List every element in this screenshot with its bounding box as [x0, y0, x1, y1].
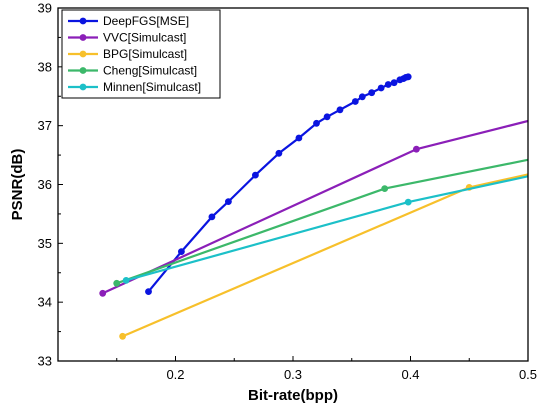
data-point [358, 93, 366, 101]
data-point [377, 84, 385, 92]
legend-label: BPG[Simulcast] [103, 47, 187, 61]
legend-label: VVC[Simulcast] [103, 31, 186, 45]
y-tick-label: 37 [38, 118, 52, 133]
y-tick-label: 39 [38, 1, 52, 16]
series-0 [145, 73, 412, 295]
data-point [390, 79, 398, 87]
legend-label: Cheng[Simulcast] [103, 64, 197, 78]
axes: 33 34 35 36 37 38 39 0.2 0.3 0.4 0.5 [38, 1, 538, 383]
legend-swatch-marker [79, 34, 87, 41]
legend-item: Cheng[Simulcast] [68, 64, 197, 78]
series-3 [113, 158, 528, 287]
legend-item: DeepFGS[MSE] [68, 14, 189, 28]
data-point [368, 89, 376, 97]
data-point [295, 134, 303, 142]
x-tick-label: 0.2 [166, 367, 184, 382]
legend-label: Minnen[Simulcast] [103, 80, 201, 94]
legend-label: DeepFGS[MSE] [103, 14, 189, 28]
y-tick-label: 35 [38, 236, 52, 251]
x-tick-label: 0.5 [519, 367, 537, 382]
legend-swatch-marker [79, 83, 87, 91]
legend-item: VVC[Simulcast] [68, 31, 186, 45]
data-point [208, 213, 216, 221]
series-line [102, 119, 528, 295]
data-point [113, 279, 121, 287]
data-point [351, 98, 359, 105]
y-axis-title: PSNR(dB) [9, 149, 26, 221]
legend-swatch-marker [79, 50, 87, 58]
data-point [252, 171, 259, 179]
legend: DeepFGS[MSE] VVC[Simulcast] BPG[Simulcast]… [61, 9, 221, 99]
data-point [119, 332, 126, 340]
y-tick-label: 38 [38, 59, 52, 74]
series-4 [122, 175, 528, 284]
data-point [413, 145, 420, 153]
data-point [404, 198, 412, 206]
data-point [381, 185, 389, 193]
y-tick-label: 34 [38, 295, 52, 310]
data-point [384, 81, 392, 88]
data-point [404, 73, 412, 81]
series-2 [119, 173, 528, 340]
x-tick-label: 0.3 [284, 367, 302, 382]
data-point [275, 149, 283, 157]
data-point [122, 277, 130, 284]
data-point [145, 288, 152, 295]
legend-swatch-marker [79, 67, 87, 74]
y-tick-label: 33 [38, 354, 52, 369]
series-line [125, 175, 528, 282]
data-point [336, 106, 344, 114]
data-point [313, 119, 320, 127]
data-point [178, 248, 185, 256]
data-point [99, 289, 107, 297]
x-tick-label: 0.4 [401, 367, 419, 382]
plot-area [99, 73, 528, 340]
data-point [225, 198, 232, 206]
series-1 [99, 119, 528, 297]
legend-item: Minnen[Simulcast] [68, 80, 201, 94]
legend-item: BPG[Simulcast] [68, 47, 187, 61]
legend-swatch-marker [79, 17, 87, 25]
y-tick-label: 36 [38, 177, 52, 192]
x-axis-title: Bit-rate(bpp) [248, 387, 338, 404]
data-point [323, 113, 331, 121]
